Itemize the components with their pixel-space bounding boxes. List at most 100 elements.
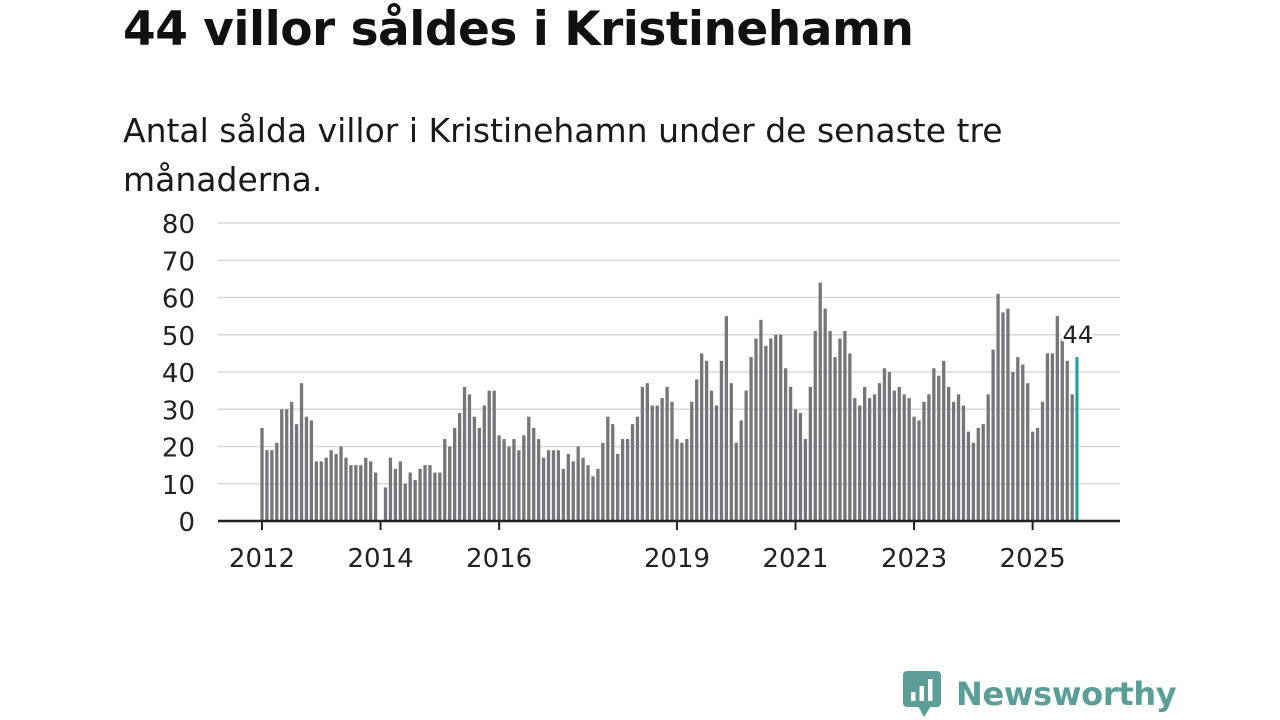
bar — [472, 416, 477, 521]
bar — [897, 386, 901, 521]
newsworthy-logo-icon — [903, 671, 941, 717]
y-tick-label: 70 — [162, 247, 195, 277]
bar — [976, 427, 980, 521]
bar — [932, 368, 936, 521]
y-tick-label: 20 — [162, 434, 195, 464]
bar — [798, 412, 803, 521]
bar — [828, 331, 832, 521]
bar — [808, 386, 812, 521]
bar — [769, 338, 773, 521]
bar — [388, 457, 393, 521]
bar — [482, 405, 486, 521]
bar — [744, 390, 748, 521]
bar — [551, 450, 556, 521]
bar — [289, 401, 294, 521]
bar — [1070, 394, 1074, 521]
bar — [334, 453, 338, 521]
bar — [275, 442, 279, 521]
bar — [265, 450, 269, 521]
bar — [319, 461, 323, 521]
bar — [453, 427, 457, 521]
bar — [383, 487, 388, 521]
bar — [438, 472, 442, 521]
y-tick-label: 80 — [162, 210, 195, 240]
bar — [645, 383, 649, 521]
bar — [986, 394, 990, 521]
bar — [502, 439, 506, 521]
bar — [576, 446, 580, 521]
bar — [714, 405, 719, 521]
bar — [695, 379, 699, 521]
bar — [373, 472, 378, 521]
bar — [655, 405, 659, 521]
bar — [497, 435, 501, 521]
x-axis-ticks: 2012 2014 2016 2019 2021 2023 2025 — [229, 521, 1066, 574]
bar — [413, 480, 417, 521]
bar — [887, 372, 892, 521]
bar — [354, 465, 358, 521]
bar — [690, 401, 694, 521]
y-tick-label: 30 — [162, 396, 195, 426]
bar — [660, 398, 664, 521]
bar — [620, 439, 625, 521]
bar — [561, 468, 565, 521]
bar — [625, 439, 630, 521]
chart-subtitle: Antal sålda villor i Kristinehamn under … — [123, 111, 1003, 199]
bar — [304, 416, 309, 521]
bar — [665, 386, 669, 521]
y-axis-ticks: 0 10 20 30 40 50 60 70 80 — [162, 210, 195, 538]
x-tick-label: 2012 — [229, 544, 295, 574]
bar — [882, 368, 887, 521]
bar — [428, 465, 432, 521]
bar — [294, 424, 299, 521]
bar — [1050, 353, 1055, 521]
bar — [285, 409, 289, 521]
bar — [418, 468, 422, 521]
bar — [942, 360, 946, 521]
bar — [724, 316, 729, 521]
bar — [956, 394, 961, 521]
bar — [596, 468, 600, 521]
bar — [1021, 364, 1025, 521]
bar — [299, 383, 304, 521]
bar — [793, 409, 798, 521]
chart-title: 44 villor såldes i Kristinehamn — [123, 2, 914, 57]
bar — [280, 409, 284, 521]
bar — [843, 331, 847, 521]
bar — [433, 472, 437, 521]
bar — [462, 386, 467, 521]
bar — [922, 401, 926, 521]
bar — [788, 386, 793, 521]
bar — [739, 420, 743, 521]
bar-highlight — [1075, 357, 1079, 521]
bar — [803, 439, 808, 521]
bar — [927, 394, 931, 521]
bar — [611, 424, 615, 521]
bar — [813, 331, 817, 521]
y-tick-label: 0 — [178, 508, 195, 538]
bar — [448, 446, 452, 521]
bar — [512, 439, 516, 521]
bar — [729, 383, 733, 521]
bar — [838, 338, 842, 521]
bar — [586, 465, 590, 521]
x-tick-label: 2016 — [466, 544, 532, 574]
bar — [329, 450, 333, 521]
x-tick-label: 2021 — [762, 544, 828, 574]
highlight-value-label: 44 — [1063, 321, 1094, 349]
bar — [734, 442, 738, 521]
bar — [719, 360, 724, 521]
bar — [907, 398, 911, 521]
bar — [339, 446, 343, 521]
bar — [457, 412, 462, 521]
bar — [467, 394, 472, 521]
bar — [917, 420, 921, 521]
bar — [591, 476, 595, 521]
bar — [630, 424, 635, 521]
bar — [606, 416, 610, 521]
bar — [863, 386, 867, 521]
x-tick-label: 2014 — [347, 544, 413, 574]
bar — [1065, 360, 1069, 521]
bar — [640, 386, 645, 521]
bar — [349, 465, 353, 521]
